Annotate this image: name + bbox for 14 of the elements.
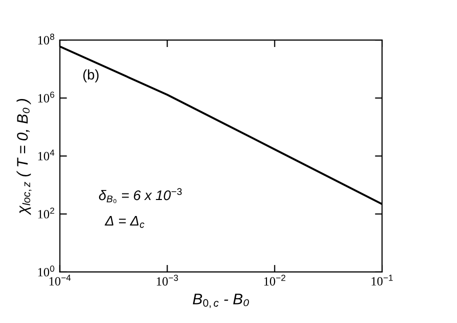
y-tick-label: 10$^{4}$ xyxy=(38,150,54,160)
annotation: δ$_{B₀}$ = 6 x 10$^{−3}$ xyxy=(98,188,182,204)
x-tick-label: 10$^{−1}$ xyxy=(372,274,393,286)
annotation: (b) xyxy=(83,69,99,82)
y-tick-label: 10$^{2}$ xyxy=(38,208,54,218)
y-tick-label: 10$^{0}$ xyxy=(38,266,54,276)
y-tick-label: 10$^{6}$ xyxy=(38,92,54,102)
y-axis-title: χ$_{loc,z}$ ( T = 0, B₀ ) xyxy=(16,98,32,216)
x-tick-label: 10$^{−2}$ xyxy=(264,274,286,286)
y-tick-label: 10$^{8}$ xyxy=(38,34,54,44)
x-tick-label: 10$^{−4}$ xyxy=(49,274,71,286)
x-tick-label: 10$^{−3}$ xyxy=(156,274,178,286)
annotation: Δ = Δ$_{c}$ xyxy=(104,216,144,228)
x-axis-title: B$_{0,c}$ - B₀ xyxy=(192,294,249,308)
